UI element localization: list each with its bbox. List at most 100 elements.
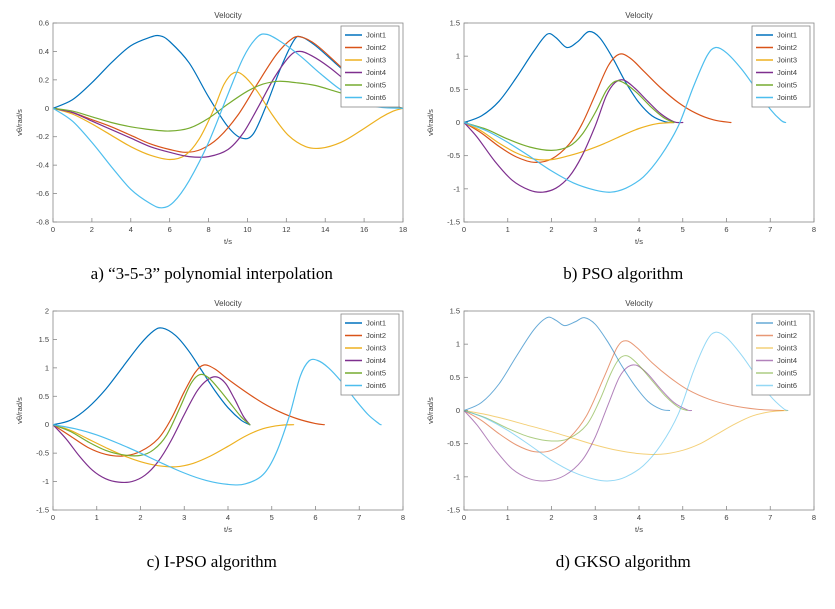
- panel-c: 0 1 2 3 4 5 6 7 8 -1.5 -1 -0.5 0 0.5 1 1.5 2 Velocity t/s v…: [6, 296, 418, 572]
- x-tick-label: 16: [360, 225, 368, 234]
- series-line-joint6: [464, 46, 787, 193]
- legend-label-joint5: Joint5: [777, 81, 797, 90]
- legend-label-joint2: Joint2: [777, 43, 797, 52]
- x-tick-label: 6: [725, 225, 729, 234]
- chart-a-velocity: 0 2 4 6 8 10 12 14 16 18 -0.8 -0.6 -0.4 -0.2 0 0.2 0.4 0.…: [15, 11, 407, 246]
- x-tick-label: 4: [128, 225, 132, 234]
- series-line-joint4: [464, 363, 693, 482]
- chart-c-velocity: 0 1 2 3 4 5 6 7 8 -1.5 -1 -0.5 0 0.5 1 1.5 2 Velocity t/s v…: [15, 299, 405, 534]
- plot-box: [52, 22, 404, 223]
- x-tick-label: 1: [506, 513, 510, 522]
- x-tick-label: 3: [593, 225, 597, 234]
- series-line-joint3: [464, 121, 675, 161]
- chart-title: Velocity: [214, 11, 242, 20]
- x-tick-label: 1: [94, 513, 98, 522]
- y-tick-label: 1: [45, 363, 49, 372]
- chart-title: Velocity: [625, 299, 653, 308]
- series-line-joint5: [464, 80, 675, 152]
- x-tick-label: 7: [357, 513, 361, 522]
- y-tick-label: -1.5: [36, 505, 49, 514]
- x-tick-label: 4: [226, 513, 230, 522]
- series-line-joint4: [52, 375, 251, 483]
- legend-label-joint1: Joint1: [366, 318, 386, 327]
- legend-label-joint6: Joint6: [366, 381, 386, 390]
- x-tick-label: 8: [812, 225, 816, 234]
- y-tick-label: -0.5: [447, 151, 460, 160]
- x-tick-label: 8: [401, 513, 405, 522]
- x-tick-label: 6: [725, 513, 729, 522]
- legend-label-joint6: Joint6: [366, 93, 386, 102]
- x-tick-label: 2: [550, 225, 554, 234]
- series-line-joint1: [464, 30, 675, 124]
- x-tick-label: 4: [637, 225, 641, 234]
- y-tick-label: -0.5: [447, 439, 460, 448]
- x-tick-label: 5: [269, 513, 273, 522]
- legend-label-joint4: Joint4: [777, 68, 797, 77]
- series-line-joint2: [464, 339, 785, 453]
- legend-label-joint5: Joint5: [366, 81, 386, 90]
- x-tick-label: 0: [462, 225, 466, 234]
- series-line-joint5: [464, 354, 688, 442]
- legend-label-joint5: Joint5: [366, 368, 386, 377]
- x-tick-label: 4: [637, 513, 641, 522]
- y-tick-label: 0: [45, 104, 49, 113]
- series-line-joint1: [52, 326, 251, 425]
- legend-label-joint1: Joint1: [777, 318, 797, 327]
- legend-label-joint3: Joint3: [777, 56, 797, 65]
- y-axis-label: vθ/rad/s: [426, 397, 435, 424]
- y-tick-label: 1.5: [450, 19, 460, 28]
- y-tick-label: -1.5: [447, 505, 460, 514]
- y-tick-label: 1.5: [38, 335, 48, 344]
- x-tick-label: 0: [51, 225, 55, 234]
- legend-box: [340, 25, 400, 108]
- y-axis-label: vθ/rad/s: [15, 397, 24, 424]
- series-line-joint6: [52, 33, 403, 209]
- x-tick-label: 8: [812, 513, 816, 522]
- legend-label-joint4: Joint4: [366, 356, 386, 365]
- x-tick-label: 2: [90, 225, 94, 234]
- legend-label-joint3: Joint3: [366, 343, 386, 352]
- x-tick-label: 0: [51, 513, 55, 522]
- y-tick-label: 0.5: [450, 373, 460, 382]
- legend-label-joint1: Joint1: [366, 31, 386, 40]
- legend-label-joint6: Joint6: [777, 93, 797, 102]
- y-tick-label: 0.5: [450, 85, 460, 94]
- y-tick-label: 0: [456, 406, 460, 415]
- x-tick-label: 12: [282, 225, 290, 234]
- y-tick-label: 0: [456, 118, 460, 127]
- series-line-joint4: [464, 79, 684, 193]
- x-axis-label: t/s: [224, 237, 232, 246]
- x-tick-label: 2: [138, 513, 142, 522]
- caption-d: d) GKSO algorithm: [555, 551, 691, 571]
- y-tick-label: 0.4: [38, 47, 48, 56]
- panel-a: 0 2 4 6 8 10 12 14 16 18 -0.8 -0.6 -0.4 -0.2 0 0.2 0.4 0.…: [6, 8, 418, 284]
- series-line-joint3: [464, 409, 789, 455]
- series-line-joint6: [52, 358, 382, 486]
- y-tick-label: 1.5: [450, 306, 460, 315]
- legend-label-joint2: Joint2: [366, 331, 386, 340]
- x-tick-label: 8: [206, 225, 210, 234]
- y-tick-label: -0.6: [36, 189, 49, 198]
- series-line-joint2: [464, 53, 732, 163]
- y-tick-label: 0: [45, 420, 49, 429]
- x-tick-label: 5: [681, 225, 685, 234]
- legend-label-joint2: Joint2: [777, 331, 797, 340]
- series-line-joint2: [52, 363, 325, 457]
- x-axis-label: t/s: [635, 237, 643, 246]
- y-tick-label: 2: [45, 306, 49, 315]
- figure-grid: 0 2 4 6 8 10 12 14 16 18 -0.8 -0.6 -0.4 -0.2 0 0.2 0.4 0.…: [6, 8, 817, 572]
- series-line-joint5: [52, 373, 251, 457]
- x-tick-label: 3: [182, 513, 186, 522]
- x-tick-label: 1: [506, 225, 510, 234]
- series-line-joint1: [52, 34, 403, 140]
- y-tick-label: -1: [454, 472, 461, 481]
- legend-label-joint1: Joint1: [777, 31, 797, 40]
- series-group: [464, 316, 789, 482]
- x-tick-label: 2: [550, 513, 554, 522]
- x-tick-label: 6: [313, 513, 317, 522]
- series-line-joint3: [52, 423, 294, 468]
- x-tick-label: 18: [399, 225, 407, 234]
- x-tick-label: 0: [462, 513, 466, 522]
- y-tick-label: -0.4: [36, 161, 49, 170]
- chart-title: Velocity: [625, 11, 653, 20]
